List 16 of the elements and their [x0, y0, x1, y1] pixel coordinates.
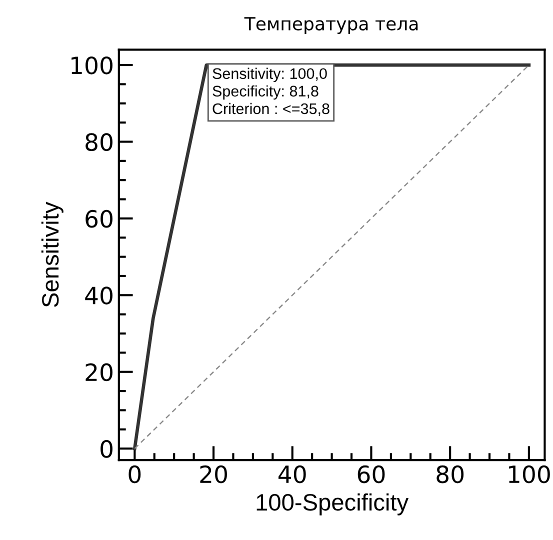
- x-tick-label: 80: [436, 465, 464, 484]
- x-tick-label: 100: [508, 465, 550, 484]
- y-tick-label: 20: [86, 363, 112, 382]
- annotation: Sensitivity: 100,0 Specificity: 81,8 Criterion : <=35,8: [212, 68, 330, 116]
- y-tick-label: 0: [100, 440, 112, 458]
- y-tick-label: 80: [86, 133, 112, 152]
- chart-title: Температура тела: [244, 17, 418, 34]
- x-tick-label: 40: [278, 465, 306, 484]
- x-tick-label: 20: [200, 465, 227, 484]
- y-tick-label: 60: [86, 210, 112, 228]
- y-axis-title: Sensitivity: [41, 202, 64, 307]
- y-tick-label: 100: [72, 56, 112, 74]
- x-tick-label: 0: [128, 465, 141, 484]
- y-tick-label: 40: [85, 286, 112, 304]
- x-axis-title: 100-Specificity: [256, 493, 409, 516]
- x-tick-label: 60: [358, 465, 385, 484]
